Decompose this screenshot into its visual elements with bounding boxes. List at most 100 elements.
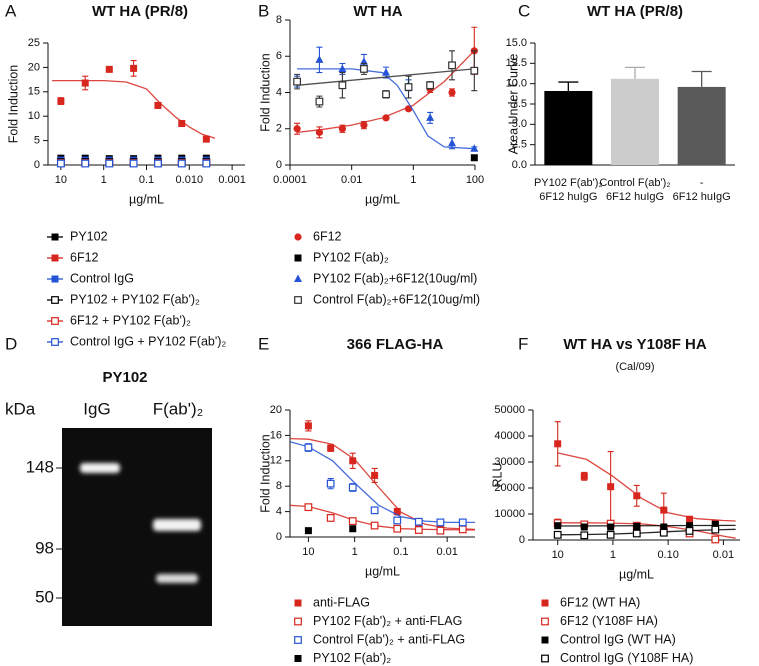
x-tick-label: 6F12 huIgG (673, 191, 731, 203)
marker (370, 506, 379, 515)
marker (293, 125, 301, 133)
chart-title: WT HA (353, 3, 402, 20)
y-tick-label: 0 (276, 531, 282, 543)
lane-label: F(ab')₂ (153, 399, 203, 418)
marker (304, 443, 313, 452)
marker (315, 128, 324, 136)
marker (660, 506, 668, 514)
y-tick-label: 8 (276, 480, 282, 492)
marker (154, 159, 162, 168)
y-tick-label: 8 (276, 14, 282, 26)
marker (154, 101, 162, 109)
marker (660, 523, 668, 531)
y-axis-label: Fold Induction (258, 434, 272, 513)
legend-marker (294, 636, 302, 644)
legend-marker (294, 655, 302, 662)
y-axis-label: Area Under Curve (506, 54, 520, 155)
marker (382, 68, 391, 76)
legend-marker (51, 338, 59, 346)
fit-curve (289, 441, 475, 524)
legend-marker (294, 599, 302, 607)
legend-label: 6F12 (313, 229, 342, 243)
marker (338, 81, 347, 90)
chart-subtitle: (Cal/09) (615, 361, 654, 373)
marker (458, 525, 467, 534)
legend-label: PY102 F(ab')₂ + anti-FLAG (313, 614, 462, 628)
marker (426, 113, 435, 121)
marker (711, 525, 720, 534)
y-tick-label: 30000 (494, 456, 525, 468)
chart-title: WT HA (PR/8) (92, 3, 188, 20)
marker (580, 531, 589, 540)
marker (393, 516, 402, 525)
legend-label: 6F12 (WT HA) (560, 595, 640, 609)
gel-unit: kDa (5, 399, 36, 418)
x-axis-label: µg/mL (365, 192, 400, 206)
fit-curve (289, 504, 476, 531)
x-tick-label: 0.01 (341, 174, 362, 186)
x-tick-label: 1 (610, 549, 616, 561)
legend-label: Control IgG (WT HA) (560, 632, 676, 646)
marker (607, 523, 615, 531)
x-tick-label: 100 (466, 174, 484, 186)
y-tick-label: 40000 (494, 430, 525, 442)
marker (349, 457, 357, 465)
marker (359, 57, 368, 65)
marker (404, 83, 413, 91)
x-tick-label: 0.01 (713, 549, 734, 561)
legend-label: Control F(ab')₂ + anti-FLAG (313, 632, 465, 646)
marker (470, 66, 479, 75)
x-tick-label: - (700, 177, 704, 189)
legend-marker (541, 654, 549, 663)
y-tick-label: 7.5 (512, 98, 527, 110)
legend-label: PY102 F(ab)₂ (313, 250, 389, 264)
marker (580, 472, 588, 480)
y-tick-label: 10000 (494, 508, 525, 520)
marker (414, 517, 423, 526)
legend-marker (51, 233, 59, 241)
marker (178, 120, 186, 128)
y-axis-label: Fold Induction (258, 53, 272, 132)
x-tick-label: 0.10 (657, 549, 678, 561)
panel-letter: E (258, 334, 269, 353)
y-tick-label: 5.0 (512, 118, 527, 130)
marker (315, 97, 324, 106)
marker (105, 159, 114, 168)
fit-curve (52, 79, 216, 139)
marker (57, 97, 65, 105)
error-bar (691, 70, 712, 87)
marker (554, 440, 562, 448)
marker (470, 144, 479, 152)
y-tick-label: 15 (28, 86, 40, 98)
panel-letter: D (5, 334, 17, 353)
legend-label: PY102 + PY102 F(ab')₂ (70, 292, 200, 306)
fit-curve (557, 452, 736, 522)
gel-panel: D PY102 kDa IgG F(ab')₂ 148 98 50 (5, 334, 212, 626)
y-tick-label: 15.0 (506, 37, 527, 49)
marker (81, 159, 90, 168)
x-tick-label: 6F12 huIgG (606, 191, 664, 203)
panel-letter: B (258, 1, 269, 20)
x-axis-label: µg/mL (129, 192, 164, 206)
marker (633, 492, 641, 500)
marker (338, 125, 346, 133)
marker (370, 521, 379, 530)
y-tick-label: 0 (276, 159, 282, 171)
x-tick-label: 0.010 (176, 174, 204, 186)
chart-title: 366 FLAG-HA (347, 336, 444, 353)
y-axis-label: RLU (490, 462, 504, 487)
marker (436, 518, 445, 527)
panel-letter: F (518, 334, 528, 353)
marker (436, 526, 445, 535)
x-tick-label: 10 (552, 549, 564, 561)
lane-label: IgG (83, 399, 110, 418)
bar (544, 90, 593, 165)
legend-marker (294, 274, 302, 282)
marker (315, 55, 324, 63)
marker (393, 524, 402, 533)
x-tick-label: 10 (302, 546, 314, 558)
legend-label: Control IgG (70, 271, 134, 285)
legend-label: Control IgG (Y108F HA) (560, 651, 693, 665)
legend-label: 6F12 + PY102 F(ab')₂ (70, 313, 191, 327)
